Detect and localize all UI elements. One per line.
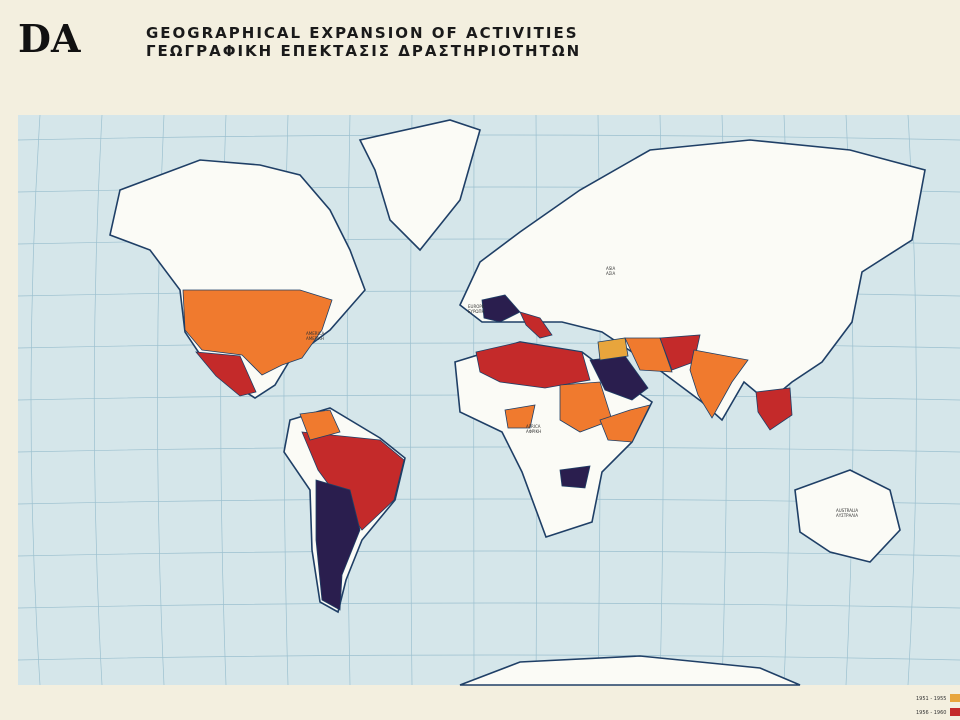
meridian [346,114,351,686]
iran [624,337,673,373]
legend: 1951 - 1955 1956 - 1960 [916,694,960,716]
region-label: ASIA ΑΣΙΑ [606,266,615,276]
legend-swatch [950,694,960,702]
parallel [17,602,960,609]
india [689,349,749,419]
france [481,294,521,323]
region-en: AUSTRALIA [836,508,858,513]
north-africa [475,341,591,389]
region-gr: ΑΥΣΤΡΑΛΙΑ [836,513,858,518]
usa [182,289,333,376]
colombia [299,409,341,441]
parallel [17,654,960,661]
legend-swatch [950,708,960,716]
map: EUROPE ΕΥΡΩΠΗ AMERICA ΑΜΕΡΙΚΗ AFRICA ΑΦΡΙΚΗ… [17,114,960,686]
region-en: AMERICA [306,331,324,336]
title-gr: ΓΕΩΓΡΑΦΙΚΗ ΕΠΕΚΤΑΣΙΣ ΔΡΑΣΤΗΡΙΟΤΗΤΩΝ [146,42,581,60]
region-label: AUSTRALIA ΑΥΣΤΡΑΛΙΑ [836,508,858,518]
argentina [315,479,361,611]
indochina [755,387,793,431]
logo: DA [18,16,81,61]
region-gr: ΕΥΡΩΠΗ [468,309,484,314]
eurasia [459,139,926,422]
legend-label: 1951 - 1955 [916,696,946,702]
antarctica [459,655,801,686]
parallel [17,134,960,141]
iraq [597,337,629,361]
region-en: ASIA [606,266,615,271]
sudan [559,381,613,433]
mexico [195,351,257,397]
region-label: AFRICA ΑΦΡΙΚΗ [526,424,541,434]
region-en: AFRICA [526,424,541,429]
region-gr: ΑΦΡΙΚΗ [526,429,541,434]
nigeria [504,404,536,429]
region-en: EUROPE [468,304,485,309]
parallel [17,446,960,453]
region-label: EUROPE ΕΥΡΩΠΗ [468,304,485,314]
region-gr: ΑΣΙΑ [606,271,615,276]
ethiopia [599,404,651,443]
italy [519,311,553,339]
meridian [93,114,103,686]
australia [794,469,901,563]
title-en: GEOGRAPHICAL EXPANSION OF ACTIVITIES [146,24,579,42]
region-gr: ΑΜΕΡΙΚΗ [306,336,324,341]
brazil [301,431,405,531]
zambia [559,465,591,489]
legend-label: 1956 - 1960 [916,710,946,716]
greenland [358,119,481,252]
region-label: AMERICA ΑΜΕΡΙΚΗ [306,331,324,341]
parallel [17,550,960,557]
